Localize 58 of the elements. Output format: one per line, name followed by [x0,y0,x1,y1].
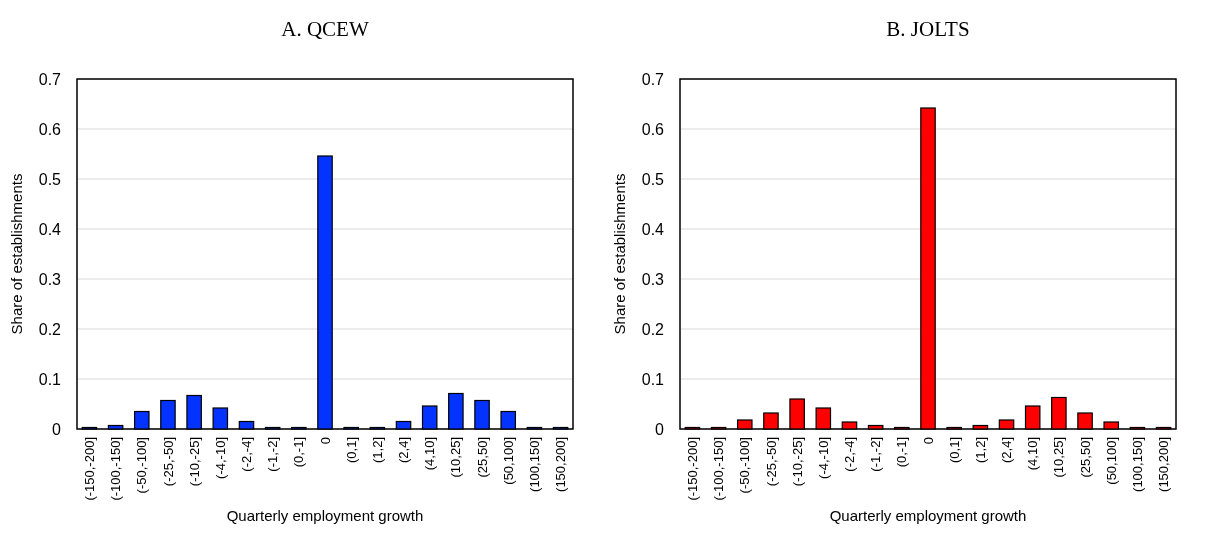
x-tick-label: (10,25] [1051,437,1067,478]
x-axis-title: Quarterly employment growth [829,507,1027,524]
x-tick-label: (25,50] [1077,437,1093,478]
y-tick-label: 0.1 [38,370,62,388]
x-tick-label: (150,200] [1156,437,1172,492]
x-tick-label: (2,4] [999,437,1015,464]
x-tick-label: (50,100] [500,437,516,485]
x-tick-label: (50,100] [1103,437,1119,485]
x-axis-title: Quarterly employment growth [226,507,424,524]
y-axis-title: Share of establishments [611,173,628,335]
x-tick-label: (4,10] [422,437,438,471]
y-tick-label: 0.6 [38,120,62,138]
x-tick-label: (-1,-2] [868,437,884,472]
x-tick-label: (-100,-150] [711,437,727,501]
x-tick-label: (-25,-50] [160,437,176,487]
x-tick-label: 0 [317,437,333,445]
x-tick-label: (-50,-100] [737,437,753,494]
chart-title: B. JOLTS [886,17,970,41]
x-tick-label: (-4,-10] [815,437,831,479]
x-tick-label: (0,1] [343,437,359,464]
x-tick-label: (0,-1] [894,437,910,468]
x-tick-label: (4,10] [1025,437,1041,471]
y-tick-label: 0.1 [641,370,665,388]
y-axis-title: Share of establishments [8,173,25,335]
x-tick-label: (-2,-4] [842,437,858,472]
y-tick-label: 0.7 [38,70,62,88]
y-tick-label: 0.3 [641,270,665,288]
x-tick-label: (-1,-2] [265,437,281,472]
x-tick-label: (2,4] [396,437,412,464]
y-tick-label: 0.5 [38,170,62,188]
x-tick-label: (0,-1] [291,437,307,468]
y-tick-label: 0.4 [38,220,62,238]
x-tick-label: (0,1] [946,437,962,464]
x-tick-label: (100,150] [526,437,542,492]
x-tick-label: (-50,-100] [134,437,150,494]
x-tick-label: (100,150] [1129,437,1145,492]
x-tick-label: (1,2] [369,437,385,464]
x-tick-label: (-150,-200] [81,437,97,501]
x-tick-label: (-10,-25] [186,437,202,487]
x-tick-label: (25,50] [474,437,490,478]
x-tick-label: (-2,-4] [239,437,255,472]
y-tick-label: 0.3 [38,270,62,288]
x-tick-label: 0 [920,437,936,445]
x-tick-label: (10,25] [448,437,464,478]
x-tick-label: (-25,-50] [763,437,779,487]
chart-title: A. QCEW [281,17,369,41]
y-tick-label: 0.4 [641,220,665,238]
y-tick-label: 0.2 [38,320,62,338]
x-tick-label: (-100,-150] [108,437,124,501]
y-tick-label: 0.7 [641,70,665,88]
y-tick-label: 0.5 [641,170,665,188]
x-tick-label: (150,200] [553,437,569,492]
x-tick-label: (1,2] [972,437,988,464]
y-tick-label: 0.6 [641,120,665,138]
x-tick-label: (-10,-25] [789,437,805,487]
y-tick-label: 0.2 [641,320,665,338]
x-tick-label: (-4,-10] [212,437,228,479]
x-tick-label: (-150,-200] [684,437,700,501]
